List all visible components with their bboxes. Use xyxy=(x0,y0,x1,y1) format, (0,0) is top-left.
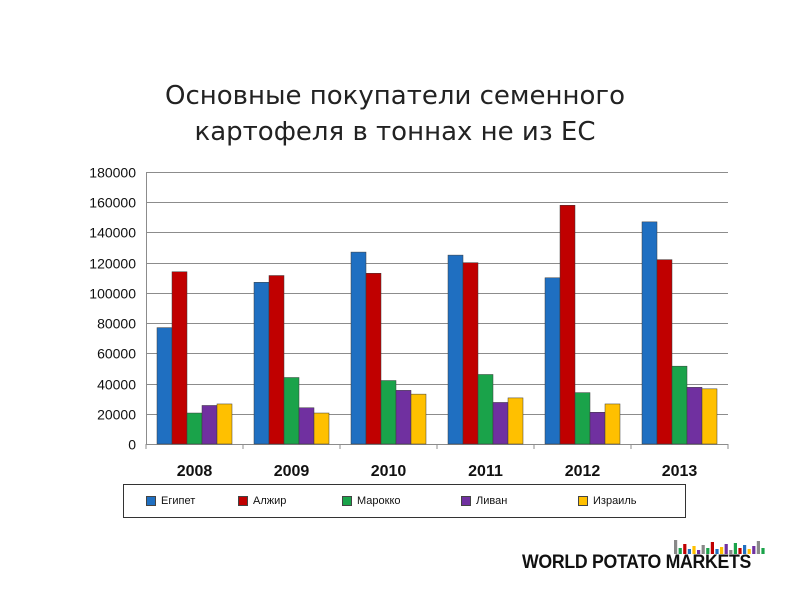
legend-swatch-algeria xyxy=(238,496,248,506)
chart-title: Основные покупатели семенного картофеля … xyxy=(100,78,690,150)
logo-bar xyxy=(674,540,678,554)
bar-Египет-2011 xyxy=(447,254,464,445)
legend-swatch-israel xyxy=(578,496,588,506)
bar-Египет-2009 xyxy=(253,282,270,445)
bar-Алжир-2012 xyxy=(559,204,576,445)
logo-bar xyxy=(756,541,760,554)
logo-bar xyxy=(738,548,742,554)
bar-Марокко-2009 xyxy=(283,377,300,445)
bar-Ливан-2013 xyxy=(686,387,703,445)
bar-Алжир-2009 xyxy=(268,275,285,445)
logo-bar xyxy=(743,545,747,554)
bar-Марокко-2013 xyxy=(671,365,688,445)
bar-Ливан-2011 xyxy=(492,402,509,445)
bar-Ливан-2009 xyxy=(298,407,315,445)
logo-bar xyxy=(720,547,724,554)
y-tick-label: 40000 xyxy=(97,377,136,393)
chart-title-line-1: Основные покупатели семенного xyxy=(164,81,625,111)
logo-bar xyxy=(692,546,696,554)
bar-Марокко-2012 xyxy=(574,392,591,445)
logo-text: WORLD POTATO MARKETS xyxy=(522,552,752,573)
y-tick-label: 100000 xyxy=(89,286,136,302)
bar-Египет-2008 xyxy=(156,327,173,445)
logo-bar xyxy=(678,548,682,554)
bar-Ливан-2012 xyxy=(589,412,606,445)
bar-Марокко-2011 xyxy=(477,374,494,445)
logo-bar xyxy=(761,548,765,554)
bar-Алжир-2013 xyxy=(656,259,673,445)
x-tick-label: 2008 xyxy=(177,463,213,480)
logo-bar xyxy=(687,549,691,554)
bar-Египет-2013 xyxy=(641,221,658,445)
bar-Марокко-2008 xyxy=(186,412,203,445)
x-tick-label: 2013 xyxy=(662,463,698,480)
bar-Ливан-2008 xyxy=(201,405,218,445)
chart-title-line-2: картофеля в тоннах не из ЕС xyxy=(194,117,596,147)
y-tick-label: 120000 xyxy=(89,256,136,272)
bar-Египет-2010 xyxy=(350,251,367,445)
legend-swatch-egypt xyxy=(146,496,156,506)
bar-Израиль-2011 xyxy=(507,397,524,445)
legend: Египет Алжир Марокко Ливан Израиль xyxy=(123,484,686,518)
logo-bar xyxy=(706,548,710,554)
bar-Алжир-2010 xyxy=(365,272,382,445)
logo-bar xyxy=(729,550,733,554)
y-tick-label: 140000 xyxy=(89,225,136,241)
logo-bar xyxy=(697,550,701,554)
y-tick-label: 80000 xyxy=(97,316,136,332)
logo-bar xyxy=(747,549,751,554)
logo-bar xyxy=(701,545,705,554)
y-tick-label: 60000 xyxy=(97,346,136,362)
logo-bar xyxy=(715,549,719,554)
y-tick-label: 20000 xyxy=(97,407,136,423)
bar-Израиль-2010 xyxy=(410,393,427,445)
bar-Израиль-2012 xyxy=(604,403,621,445)
x-tick-label: 2010 xyxy=(371,463,407,480)
bar-Марокко-2010 xyxy=(380,380,397,445)
logo-bar xyxy=(733,543,737,554)
y-tick-label: 0 xyxy=(128,437,136,453)
legend-label-egypt: Египет xyxy=(161,495,196,507)
y-tick-label: 160000 xyxy=(89,195,136,211)
logo-bar xyxy=(683,544,687,554)
x-tick-label: 2011 xyxy=(468,463,503,480)
bar-Ливан-2010 xyxy=(395,390,412,445)
logo-bar xyxy=(710,542,714,554)
bar-Алжир-2008 xyxy=(171,271,188,445)
legend-swatch-morocco xyxy=(342,496,352,506)
bar-Алжир-2011 xyxy=(462,262,479,445)
bar-Израиль-2008 xyxy=(216,403,233,445)
bar-Израиль-2013 xyxy=(701,388,718,445)
y-tick-label: 180000 xyxy=(89,165,136,181)
x-tick-label: 2012 xyxy=(565,463,601,480)
logo-bar xyxy=(724,544,728,554)
x-tick-label: 2009 xyxy=(274,463,310,480)
logo-bar xyxy=(752,546,756,554)
bar-Египет-2012 xyxy=(544,277,561,445)
legend-label-algeria: Алжир xyxy=(253,495,287,507)
legend-label-lebanon: Ливан xyxy=(476,495,508,507)
legend-label-israel: Израиль xyxy=(593,495,637,507)
legend-swatch-lebanon xyxy=(461,496,471,506)
world-potato-markets-logo: WORLD POTATO MARKETS xyxy=(518,536,768,576)
legend-label-morocco: Марокко xyxy=(357,495,401,507)
logo-bars-icon xyxy=(674,540,765,554)
bar-Израиль-2009 xyxy=(313,412,330,445)
